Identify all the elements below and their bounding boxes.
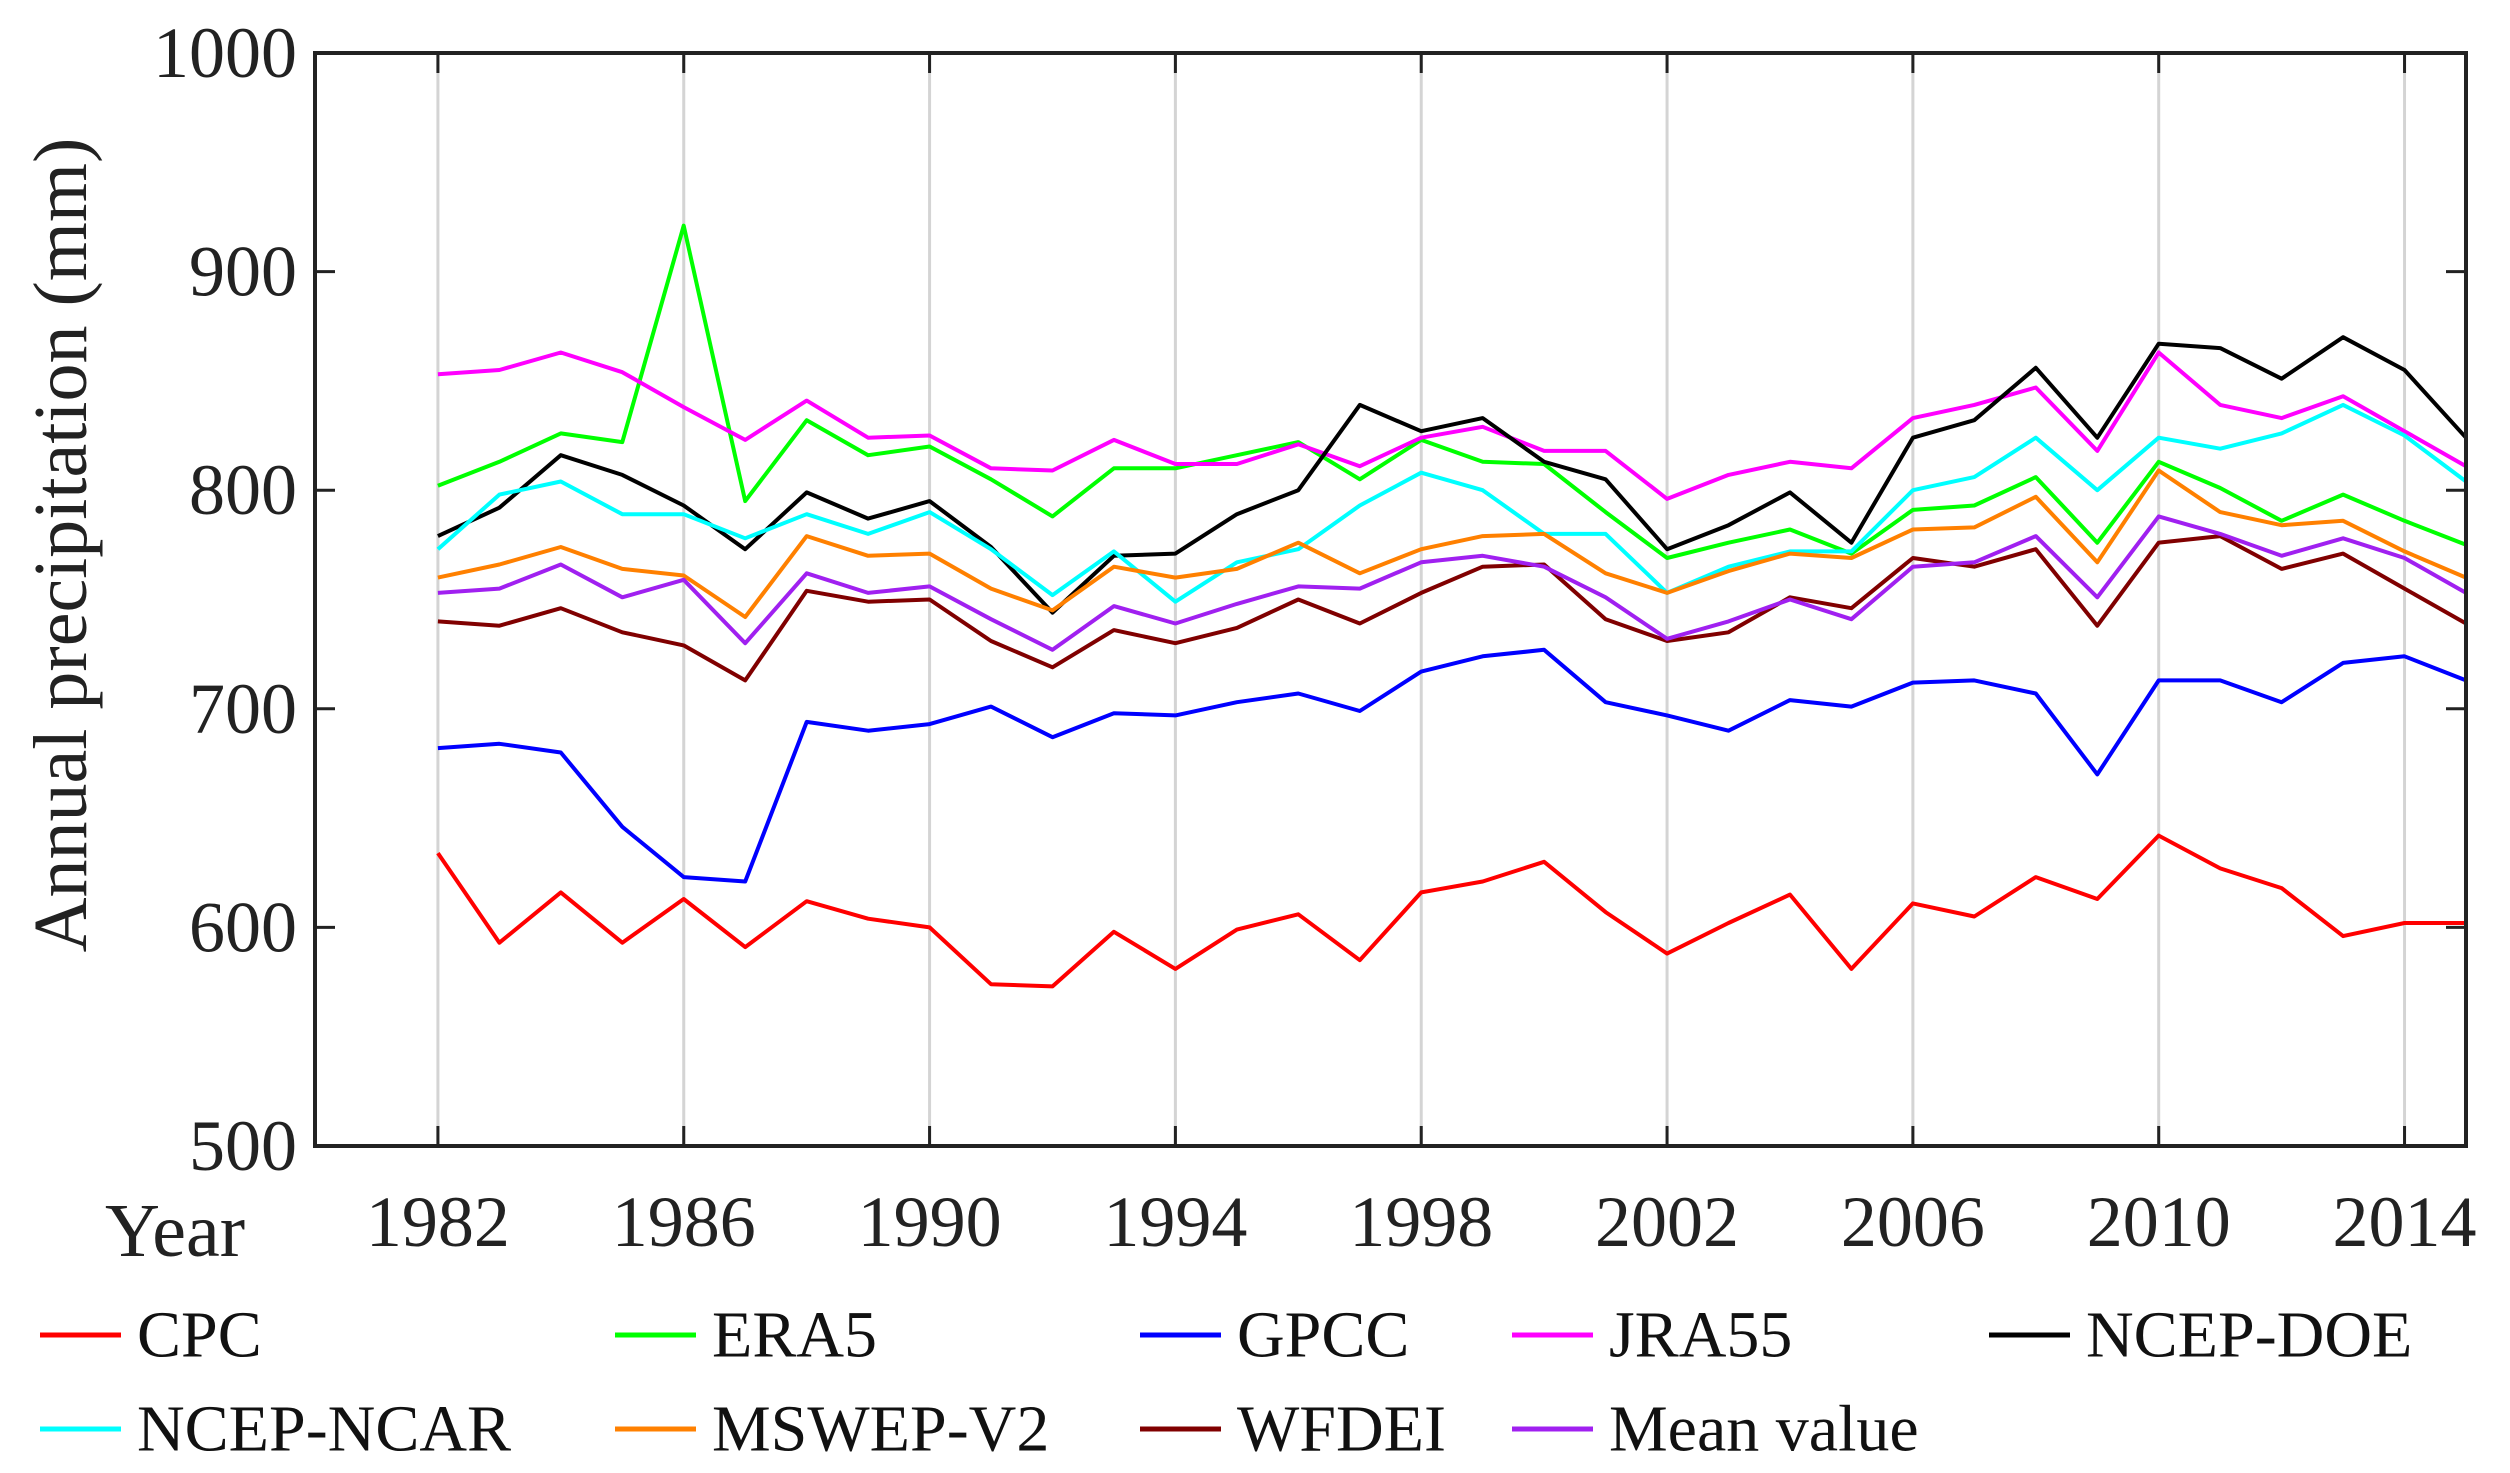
y-tick-label: 600 <box>189 887 297 967</box>
x-tick-label: 2014 <box>2333 1182 2477 1262</box>
x-tick-label: 1990 <box>858 1182 1002 1262</box>
y-axis-label: Annual precipitation (mm) <box>19 138 103 953</box>
series-lines <box>436 223 2468 989</box>
legend-label: ERA5 <box>712 1299 877 1372</box>
legend-item: GPCC <box>1140 1299 1409 1372</box>
y-tick-label: 800 <box>189 450 297 530</box>
legend-item: MSWEP-V2 <box>615 1393 1049 1466</box>
legend-item: CPC <box>40 1299 262 1372</box>
x-tick-label: 1994 <box>1103 1182 1247 1262</box>
x-tick-label: 1998 <box>1349 1182 1493 1262</box>
x-tick-label: 1982 <box>366 1182 510 1262</box>
legend-label: Mean value <box>1609 1393 1919 1466</box>
series-line-ncep-ncar <box>436 402 2468 604</box>
legend-label: MSWEP-V2 <box>712 1393 1049 1466</box>
legend-label: CPC <box>137 1299 262 1372</box>
y-tick-label: 1000 <box>153 13 297 93</box>
y-tick-label: 900 <box>189 232 297 312</box>
series-line-mean-value <box>437 514 2467 652</box>
legend-item: WFDEI <box>1140 1393 1446 1466</box>
series-line-ncep-doe <box>437 335 2468 615</box>
vertical-gridlines <box>436 53 2407 1146</box>
legend-label: GPCC <box>1237 1299 1409 1372</box>
legend: CPC ERA5 GPCC JRA55 NCEP-DOE NCEP-NCAR MSWEP-V… <box>40 1299 2412 1466</box>
series-line-gpcc <box>437 647 2467 884</box>
legend-label: NCEP-NCAR <box>137 1393 511 1466</box>
legend-item: ERA5 <box>615 1299 877 1372</box>
series-line-wfdei <box>437 534 2467 683</box>
y-tick-label: 700 <box>189 669 297 749</box>
axis-ticks <box>315 51 2466 1148</box>
x-tick-label: 1986 <box>612 1182 756 1262</box>
x-tick-label: 2006 <box>1841 1182 1985 1262</box>
series-line-cpc <box>436 833 2466 989</box>
legend-item: NCEP-DOE <box>1989 1299 2412 1372</box>
y-tick-label: 500 <box>189 1106 297 1186</box>
plot-frame <box>313 51 2468 1148</box>
series-line-jra55 <box>437 350 2467 501</box>
x-axis-label: Year <box>105 1189 245 1273</box>
legend-label: NCEP-DOE <box>2086 1299 2412 1372</box>
x-tick-labels: 1982 1986 1990 1994 1998 2002 2006 2010 2014 <box>366 1182 2477 1262</box>
series-line-mswep-v2 <box>437 468 2467 619</box>
legend-item: JRA55 <box>1512 1299 1792 1372</box>
legend-item: NCEP-NCAR <box>40 1393 511 1466</box>
y-tick-labels: 500 600 700 800 900 1000 <box>153 13 297 1186</box>
x-tick-label: 2010 <box>2087 1182 2231 1262</box>
legend-label: JRA55 <box>1609 1299 1792 1372</box>
x-tick-label: 2002 <box>1595 1182 1739 1262</box>
legend-label: WFDEI <box>1237 1393 1446 1466</box>
series-line-era5 <box>437 223 2467 560</box>
legend-item: Mean value <box>1512 1393 1919 1466</box>
